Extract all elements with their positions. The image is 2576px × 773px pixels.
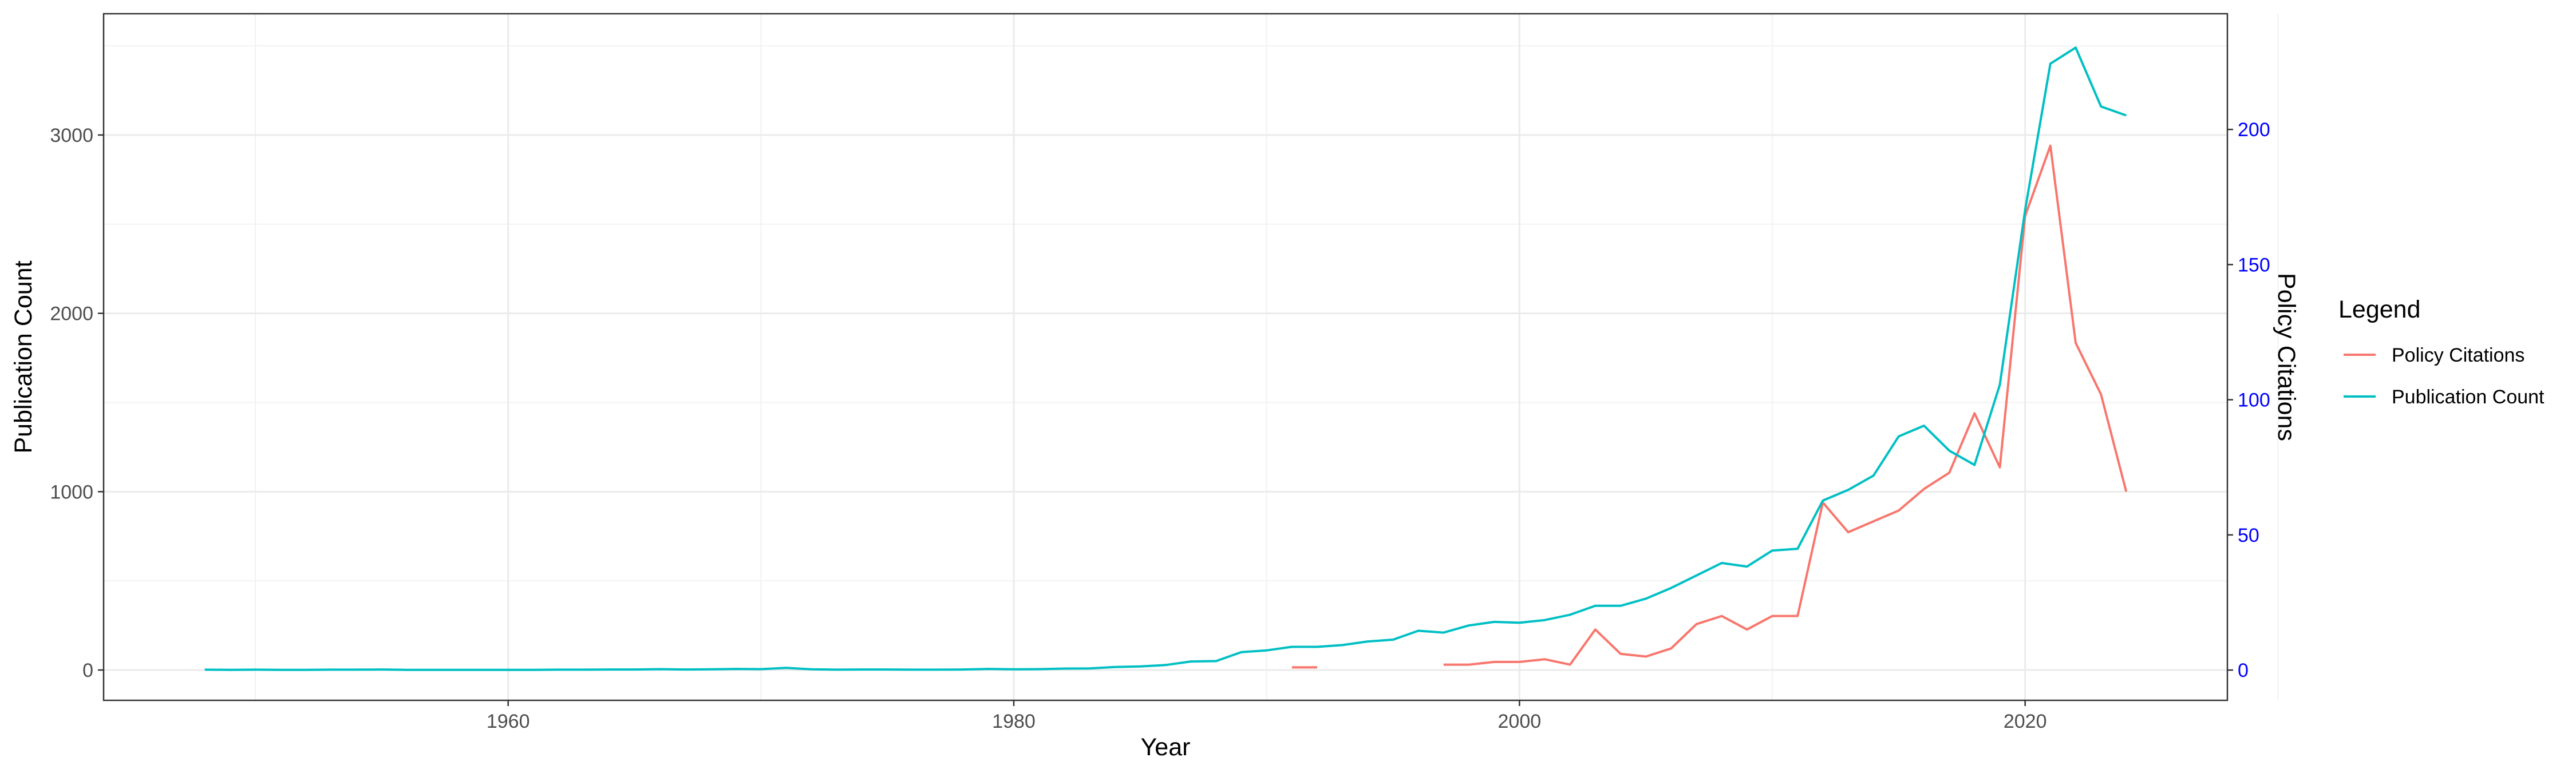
y-tick-label: 3000: [50, 125, 93, 146]
x-axis-title: Year: [1141, 734, 1191, 761]
legend-label-policy-citations: Policy Citations: [2392, 344, 2524, 366]
x-tick-label: 1980: [992, 711, 1036, 732]
legend: Legend Policy Citations Publication Coun…: [2338, 296, 2545, 408]
y-axis-left-title: Publication Count: [10, 260, 37, 453]
grid-minor: [104, 14, 2279, 700]
x-tick-label: 2000: [1498, 711, 1542, 732]
y-tick-label: 2000: [50, 303, 93, 325]
legend-title: Legend: [2338, 296, 2421, 323]
y-tick-label: 1000: [50, 481, 93, 503]
y2-tick-label: 50: [2238, 525, 2259, 546]
y2-tick-label: 150: [2238, 254, 2270, 276]
y2-tick-label: 100: [2238, 390, 2270, 411]
y-axis-left-ticks: 0 1000 2000 3000: [50, 125, 104, 681]
y-axis-right-title: Policy Citations: [2273, 273, 2300, 441]
plot-panel: [104, 14, 2227, 700]
plot-border: [102, 13, 2229, 701]
legend-label-publication-count: Publication Count: [2392, 386, 2545, 408]
y-axis-right-ticks: 0 50 100 150 200: [2227, 119, 2270, 681]
x-axis-ticks: 1960 1980 2000 2020: [487, 700, 2047, 732]
y-tick-label: 0: [82, 660, 93, 681]
y2-tick-label: 0: [2238, 660, 2249, 681]
x-tick-label: 2020: [2004, 711, 2047, 732]
y2-tick-label: 200: [2238, 119, 2270, 141]
series-layer: [204, 46, 2128, 671]
series-line-publication-count: [204, 46, 2127, 671]
x-tick-label: 1960: [487, 711, 530, 732]
series-line-policy-citations: [1291, 144, 2128, 669]
